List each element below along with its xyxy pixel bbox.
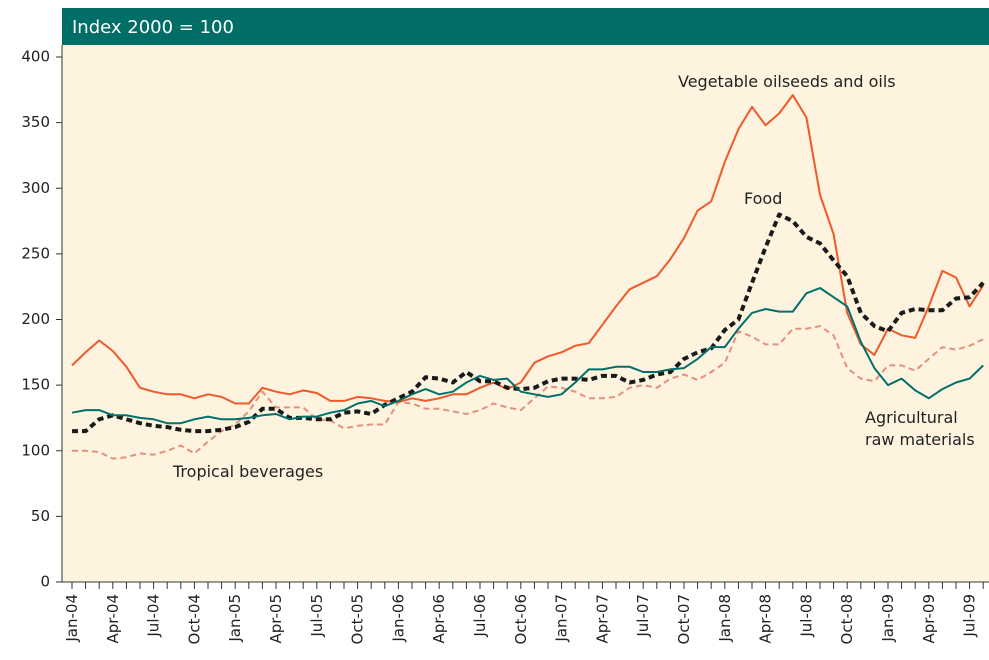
x-tick-label: Jul-04	[145, 594, 163, 638]
x-tick-label: Jan-08	[716, 594, 734, 643]
x-tick-label: Oct-05	[349, 594, 367, 644]
x-tick-label: Oct-06	[512, 594, 530, 644]
x-tick-label: Jan-06	[389, 594, 407, 643]
x-tick-label: Jul-07	[634, 594, 652, 638]
x-tick-label: Jan-05	[226, 594, 244, 643]
series-label: Vegetable oilseeds and oils	[678, 72, 896, 91]
series-label: Food	[744, 189, 783, 208]
x-tick-label: Jul-05	[308, 594, 326, 638]
x-tick-label: Apr-08	[757, 594, 775, 644]
chart-title: Index 2000 = 100	[72, 17, 234, 38]
series-label: Tropical beverages	[173, 462, 324, 481]
y-tick-label: 0	[40, 573, 50, 591]
x-tick-label: Jul-09	[961, 594, 979, 638]
series-label: Agricultural raw materials	[865, 408, 975, 449]
series-line	[71, 94, 985, 405]
series-line	[72, 325, 984, 460]
y-tick-label: 50	[31, 507, 50, 525]
y-tick-label: 100	[21, 441, 50, 459]
x-tick-label: Oct-08	[838, 594, 856, 644]
series-line	[72, 212, 985, 434]
title-bar	[62, 8, 989, 45]
x-tick-label: Jul-08	[797, 594, 815, 638]
x-tick-label: Apr-09	[920, 594, 938, 644]
y-tick-label: 200	[21, 310, 50, 328]
x-tick-label: Apr-04	[104, 594, 122, 644]
y-tick-label: 150	[21, 376, 50, 394]
y-tick-label: 400	[21, 48, 50, 66]
plot-background	[62, 45, 989, 582]
x-tick-label: Jan-09	[879, 594, 897, 643]
y-tick-label: 250	[21, 244, 50, 262]
x-tick-label: Apr-05	[267, 594, 285, 644]
x-tick-label: Apr-06	[430, 594, 448, 644]
x-tick-label: Apr-07	[593, 594, 611, 644]
x-tick-label: Oct-07	[675, 594, 693, 644]
x-tick-label: Oct-04	[185, 594, 203, 644]
y-tick-label: 350	[21, 113, 50, 131]
x-tick-label: Jan-07	[553, 594, 571, 643]
series-line	[71, 287, 984, 425]
x-tick-label: Jan-04	[63, 594, 81, 643]
x-tick-label: Jul-06	[471, 594, 489, 638]
y-tick-label: 300	[21, 179, 50, 197]
